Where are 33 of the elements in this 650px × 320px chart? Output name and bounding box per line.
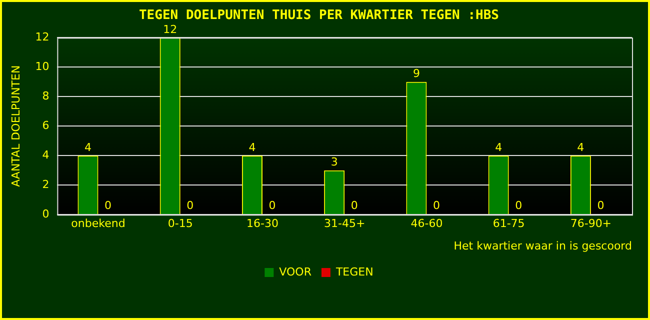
y-tick-label: 2 — [42, 178, 50, 191]
data-label: 4 — [84, 140, 92, 154]
y-tick-label: 10 — [35, 60, 50, 73]
y-axis-title: AANTAL DOELPUNTEN — [9, 65, 22, 187]
legend-label: VOOR — [279, 265, 312, 278]
x-tick-label: onbekend — [71, 217, 126, 230]
y-tick-label: 8 — [42, 89, 50, 102]
data-label: 4 — [495, 140, 502, 154]
x-tick-label: 61-75 — [492, 217, 525, 230]
x-tick-label: 76-90+ — [570, 217, 612, 230]
x-tick-label: 0-15 — [168, 217, 193, 230]
data-label: 4 — [577, 140, 584, 154]
y-tick-label: 6 — [42, 118, 50, 132]
legend-label: TEGEN — [334, 265, 374, 278]
data-label: 12 — [163, 22, 178, 36]
data-label: 3 — [330, 156, 338, 169]
data-label: 0 — [268, 198, 276, 212]
data-label: 0 — [432, 198, 440, 212]
x-tick-label: 31-45+ — [324, 217, 366, 230]
y-tick-label: 12 — [35, 30, 50, 44]
x-tick-label: 16-30 — [246, 217, 278, 230]
data-label: 4 — [248, 140, 256, 154]
data-label: 0 — [515, 198, 522, 212]
x-axis-title: Het kwartier waar in is gescoord — [454, 239, 632, 252]
data-label: 0 — [104, 198, 112, 212]
data-label: 9 — [412, 67, 420, 80]
y-tick-label: 0 — [42, 207, 50, 220]
data-label: 0 — [186, 198, 194, 212]
y-tick-label: 4 — [42, 148, 50, 162]
chart-title: TEGEN DOELPUNTEN THUIS PER KWARTIER TEGEN :HBS — [138, 8, 500, 24]
data-label: 0 — [597, 198, 604, 212]
x-tick-label: 46-60 — [410, 217, 443, 230]
data-label: 0 — [350, 198, 358, 212]
